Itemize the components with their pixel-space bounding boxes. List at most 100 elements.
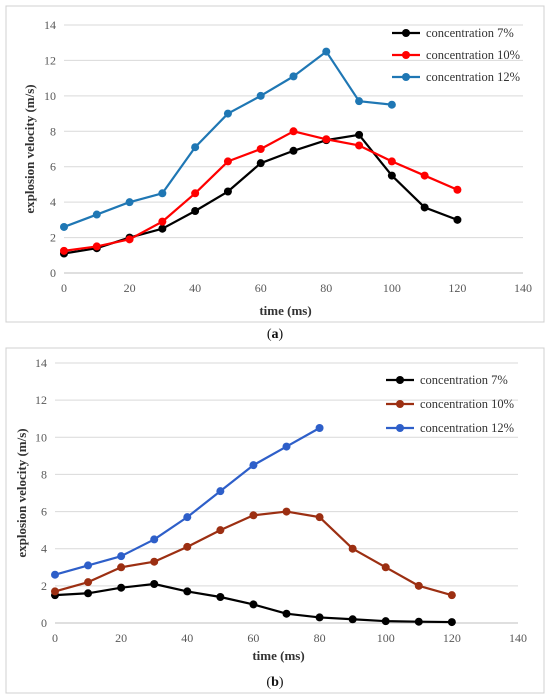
data-point bbox=[183, 513, 192, 522]
series-1 bbox=[51, 580, 456, 627]
data-point bbox=[223, 157, 232, 166]
series-2 bbox=[60, 127, 462, 255]
data-point bbox=[92, 210, 101, 219]
x-tick-label: 0 bbox=[52, 631, 58, 645]
data-point bbox=[289, 127, 298, 136]
legend: concentration 7% concentration 10% concent… bbox=[386, 373, 514, 435]
data-point bbox=[420, 203, 429, 212]
data-point bbox=[420, 171, 429, 180]
data-point bbox=[60, 222, 68, 231]
data-point bbox=[216, 487, 225, 496]
data-point bbox=[289, 72, 298, 81]
x-tick-label: 120 bbox=[443, 631, 461, 645]
x-tick-label: 40 bbox=[181, 631, 193, 645]
data-point bbox=[355, 130, 364, 139]
legend-swatch-marker bbox=[396, 424, 404, 432]
series-2 bbox=[51, 507, 456, 600]
data-point bbox=[453, 215, 462, 224]
data-point bbox=[84, 589, 93, 598]
legend-swatch-marker bbox=[402, 29, 410, 37]
x-tick-label: 140 bbox=[509, 631, 527, 645]
caption-b: (b) bbox=[266, 675, 284, 690]
data-point bbox=[51, 570, 59, 579]
data-point bbox=[51, 587, 59, 596]
x-tick-label: 100 bbox=[377, 631, 395, 645]
chart-frame bbox=[5, 5, 545, 323]
data-point bbox=[381, 563, 390, 572]
chart-frame bbox=[5, 347, 545, 694]
y-tick-label: 6 bbox=[50, 160, 56, 174]
y-tick-label: 8 bbox=[41, 467, 47, 481]
y-tick-label: 14 bbox=[35, 356, 47, 370]
data-point bbox=[315, 613, 324, 622]
legend-swatch-marker bbox=[402, 51, 410, 59]
data-point bbox=[249, 461, 258, 470]
data-point bbox=[289, 146, 298, 155]
y-tick-label: 2 bbox=[50, 231, 56, 245]
data-point bbox=[249, 600, 258, 609]
legend-label: concentration 7% bbox=[426, 26, 514, 40]
x-axis-label: time (ms) bbox=[252, 648, 304, 663]
y-tick-label: 0 bbox=[41, 616, 47, 630]
x-tick-label: 60 bbox=[247, 631, 259, 645]
x-axis-label: time (ms) bbox=[259, 303, 311, 318]
data-point bbox=[447, 591, 456, 600]
data-point bbox=[158, 189, 167, 198]
data-point bbox=[117, 583, 126, 592]
data-point bbox=[282, 507, 291, 516]
caption-a: (a) bbox=[266, 327, 284, 342]
x-tick-label: 20 bbox=[115, 631, 127, 645]
data-point bbox=[348, 544, 357, 553]
data-point bbox=[125, 235, 134, 244]
data-point bbox=[216, 593, 225, 601]
x-tick-label: 140 bbox=[514, 281, 532, 295]
x-tick-label: 120 bbox=[448, 281, 466, 295]
data-point bbox=[84, 561, 93, 570]
data-point bbox=[322, 47, 331, 56]
data-point bbox=[315, 513, 324, 522]
x-tick-label: 20 bbox=[124, 281, 136, 295]
y-tick-label: 10 bbox=[44, 89, 56, 103]
legend-label: concentration 10% bbox=[420, 397, 514, 411]
legend-label: concentration 7% bbox=[420, 373, 508, 387]
legend: concentration 7% concentration 10% concent… bbox=[392, 26, 520, 84]
x-tick-label: 100 bbox=[383, 281, 401, 295]
x-tick-label: 40 bbox=[189, 281, 201, 295]
data-point bbox=[387, 100, 396, 109]
data-point bbox=[414, 581, 423, 590]
y-tick-label: 12 bbox=[44, 53, 56, 67]
data-point bbox=[191, 143, 200, 152]
data-point bbox=[282, 609, 291, 618]
y-tick-label: 0 bbox=[50, 266, 56, 280]
data-point bbox=[249, 511, 258, 520]
data-point bbox=[355, 97, 364, 106]
data-point bbox=[256, 91, 265, 100]
x-tick-label: 80 bbox=[320, 281, 332, 295]
data-point bbox=[125, 198, 134, 207]
y-tick-label: 2 bbox=[41, 579, 47, 593]
legend-label: concentration 10% bbox=[426, 48, 520, 62]
y-tick-label: 8 bbox=[50, 124, 56, 138]
data-point bbox=[150, 580, 159, 588]
data-point bbox=[117, 552, 126, 561]
data-point bbox=[191, 189, 200, 198]
y-tick-label: 4 bbox=[50, 195, 56, 209]
legend-label: concentration 12% bbox=[420, 421, 514, 435]
data-point bbox=[191, 207, 200, 215]
data-point bbox=[223, 109, 232, 118]
data-point bbox=[315, 424, 324, 432]
data-point bbox=[117, 563, 126, 572]
legend-swatch-marker bbox=[396, 376, 404, 384]
data-point bbox=[84, 578, 93, 587]
data-point bbox=[387, 157, 396, 166]
series-3 bbox=[51, 424, 324, 579]
series-3 bbox=[60, 47, 396, 231]
data-point bbox=[387, 171, 396, 180]
data-point bbox=[158, 224, 167, 233]
data-point bbox=[150, 535, 159, 544]
data-point bbox=[322, 135, 331, 144]
y-tick-label: 10 bbox=[35, 430, 47, 444]
y-axis-label: explosion velocity (m/s) bbox=[22, 84, 37, 213]
data-point bbox=[414, 617, 423, 626]
